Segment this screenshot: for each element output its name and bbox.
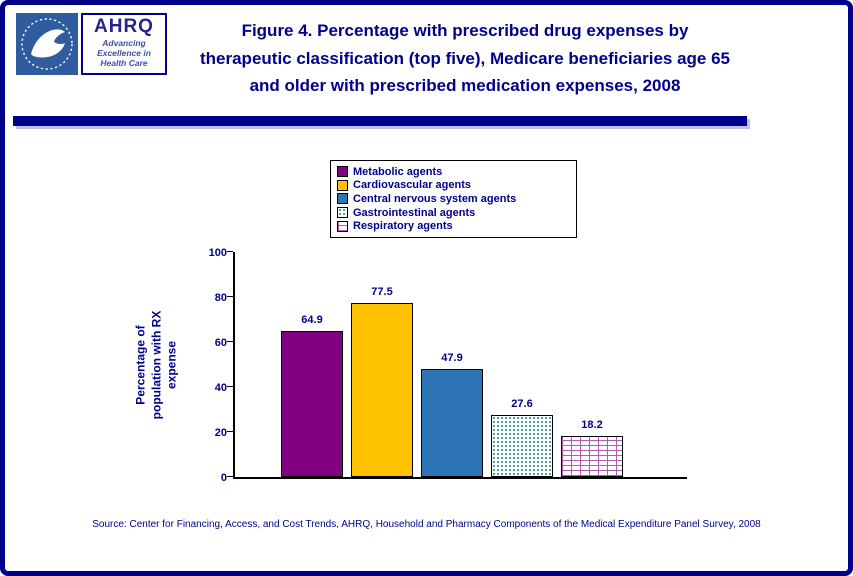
legend-label: Respiratory agents	[353, 220, 453, 233]
bar-respiratory-agents	[561, 436, 623, 477]
y-tick-mark	[227, 296, 233, 297]
figure-title-line: Figure 4. Percentage with prescribed dru…	[241, 21, 689, 40]
bar-cardiovascular-agents	[351, 302, 413, 477]
figure-title-line: therapeutic classification (top five), M…	[199, 48, 731, 68]
y-tick-mark	[227, 251, 233, 252]
hhs-logo	[16, 13, 78, 75]
y-tick-mark	[227, 341, 233, 342]
bar-gastrointestinal-agents	[491, 414, 553, 477]
title-divider-bar	[13, 116, 747, 126]
figure-title-line: and older with prescribed medication exp…	[249, 76, 681, 96]
bar-value-label: 27.6	[511, 397, 533, 410]
bar-value-label: 77.5	[371, 285, 393, 298]
y-tick-label: 100	[208, 247, 227, 259]
ahrq-logo: AHRQ Advancing Excellence in Health Care	[81, 13, 167, 75]
bar-value-label: 18.2	[581, 419, 603, 432]
hhs-eagle-icon	[16, 13, 78, 75]
ahrq-tagline-line: Advancing	[102, 38, 146, 48]
y-axis-tick-labels: 0 20 40 60 80 100	[185, 247, 227, 484]
legend-item-central-nervous-system-agents: Central nervous system agents	[337, 192, 570, 206]
legend-swatch-icon	[337, 193, 348, 205]
legend-label: Cardiovascular agents	[353, 179, 471, 192]
legend-label: Gastrointestinal agents	[353, 206, 476, 219]
bar-metabolic-agents	[281, 330, 343, 477]
y-axis-title: Percentage of population with RX expense	[133, 310, 179, 420]
legend-swatch-icon	[337, 179, 348, 191]
legend-label: Metabolic agents	[353, 165, 443, 178]
ahrq-tagline-line: Health Care	[100, 58, 148, 69]
source-note: Source: Center for Financing, Access, an…	[92, 519, 761, 530]
y-tick-label: 0	[220, 472, 227, 484]
plot-area: 64.9 77.5 47.9 27.6 18.2	[227, 251, 687, 479]
bar-value-label: 47.9	[441, 352, 463, 365]
legend-swatch-icon	[337, 166, 348, 178]
y-tick-label: 80	[214, 292, 227, 304]
y-tick-mark	[227, 386, 233, 387]
y-tick-mark	[227, 431, 233, 432]
y-tick-label: 40	[214, 382, 227, 394]
ahrq-logo-text: AHRQ	[94, 16, 154, 37]
figure-title: Figure 4. Percentage with prescribed dru…	[173, 17, 757, 100]
ahrq-tagline: Advancing Excellence in Health Care	[83, 38, 165, 68]
bar-central-nervous-system-agents	[421, 369, 483, 477]
chart-legend: Metabolic agents Cardiovascular agents Cen…	[330, 160, 577, 238]
legend-swatch-icon	[337, 220, 348, 232]
legend-item-respiratory-agents: Respiratory agents	[337, 219, 570, 233]
y-tick-label: 60	[214, 337, 227, 349]
legend-label: Central nervous system agents	[353, 192, 517, 205]
y-tick-label: 20	[214, 427, 227, 439]
legend-item-gastrointestinal-agents: Gastrointestinal agents	[337, 206, 570, 220]
legend-item-cardiovascular-agents: Cardiovascular agents	[337, 179, 570, 193]
y-tick-mark	[227, 476, 233, 477]
legend-swatch-icon	[337, 207, 348, 219]
legend-item-metabolic-agents: Metabolic agents	[337, 165, 570, 179]
ahrq-tagline-line: Excellence in	[97, 48, 151, 59]
bar-value-label: 64.9	[301, 313, 323, 326]
